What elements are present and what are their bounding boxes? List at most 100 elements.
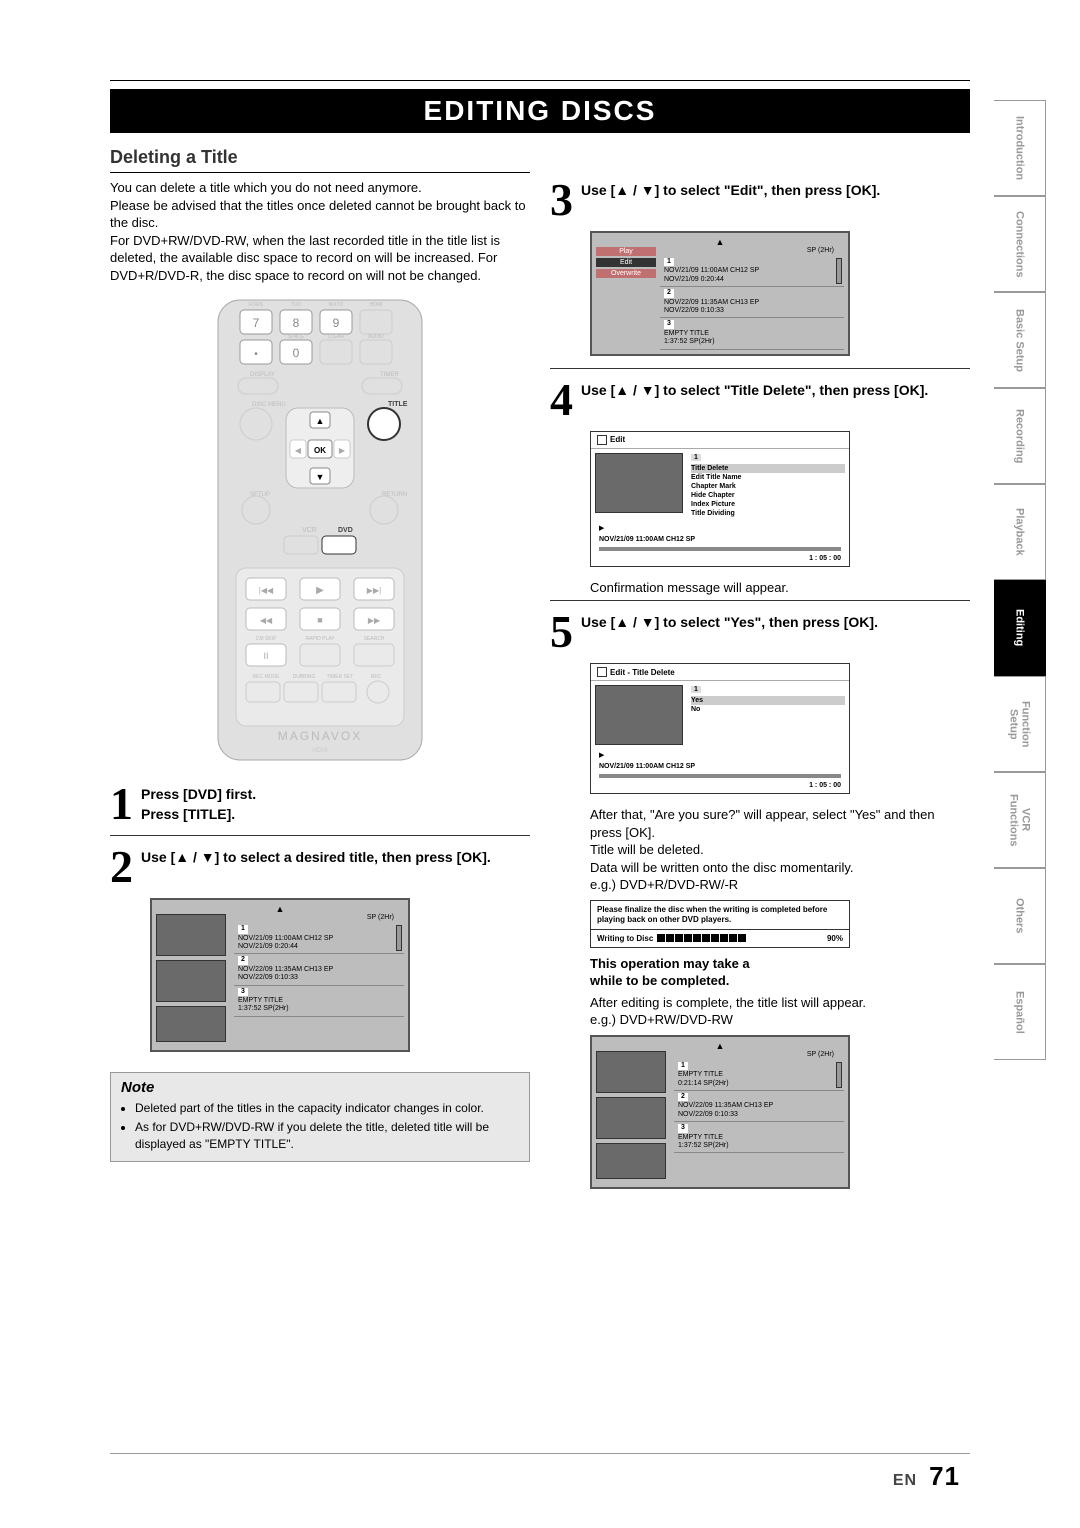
note-box: Note Deleted part of the titles in the c… [110, 1072, 530, 1162]
step-4: 4 Use [▲ / ▼] to select "Title Delete", … [550, 377, 970, 423]
step-3: 3 Use [▲ / ▼] to select "Edit", then pre… [550, 177, 970, 223]
svg-text:TIMER: TIMER [380, 372, 399, 378]
note-item-2: As for DVD+RW/DVD-RW if you delete the t… [135, 1119, 519, 1151]
right-column: 3 Use [▲ / ▼] to select "Edit", then pre… [550, 147, 970, 1201]
svg-text:DVD: DVD [338, 527, 353, 534]
scrollbar-icon [396, 925, 402, 951]
edit-item-name: Edit Title Name [691, 473, 845, 482]
svg-text:REC: REC [371, 674, 382, 680]
del-thumb [595, 685, 683, 745]
svg-text:SPACE: SPACE [288, 334, 305, 340]
edit-menu-screen: Edit 1 Title Delete Edit Title Name Chap… [590, 431, 850, 567]
intro-1: You can delete a title which you do not … [110, 179, 530, 197]
eject-icon: ▲ [156, 904, 404, 914]
page-lang: EN [893, 1472, 917, 1489]
note-item-1: Deleted part of the titles in the capaci… [135, 1100, 519, 1116]
progress-bar [657, 934, 823, 942]
step-num-4: 4 [550, 377, 573, 423]
svg-text:REC MODE: REC MODE [253, 674, 281, 680]
step-num-2: 2 [110, 844, 133, 890]
step-1-main: Press [TITLE]. [141, 806, 235, 822]
edit-item-chapter: Chapter Mark [691, 482, 845, 491]
edit-item-delete: Title Delete [691, 464, 845, 473]
step-5-text: Use [▲ / ▼] to select "Yes", then press … [581, 609, 878, 631]
s5e: After editing is complete, the title lis… [590, 994, 970, 1012]
fthumb-1 [596, 1051, 666, 1093]
content-columns: Deleting a Title You can delete a title … [110, 147, 970, 1201]
side-edit: Edit [596, 258, 656, 267]
step-1-pre: Press [DVD] first. [141, 785, 256, 803]
step-rule-1 [110, 835, 530, 836]
eject-icon-3: ▲ [596, 1041, 844, 1051]
s5f: e.g.) DVD+RW/DVD-RW [590, 1011, 970, 1029]
page-footer: EN 71 [893, 1461, 960, 1492]
svg-text:AUDIO: AUDIO [368, 334, 384, 340]
final-list-screen: ▲ SP (2Hr) 1 EMPTY TITLE 0:21:14 SP(2Hr) [590, 1035, 850, 1189]
step-1-text: Press [DVD] first. Press [TITLE]. [141, 781, 256, 823]
svg-text:CLEAR: CLEAR [328, 334, 345, 340]
section-rule [110, 172, 530, 173]
warn-2: while to be completed. [590, 973, 970, 988]
svg-text:|◀◀: |◀◀ [259, 586, 274, 595]
row3b: 1:37:52 SP(2Hr) [238, 1005, 289, 1012]
step-rule-3 [550, 368, 970, 369]
page-title: EDITING DISCS [110, 89, 970, 133]
svg-text:9: 9 [333, 316, 340, 330]
note-title: Note [121, 1079, 519, 1096]
edit-item-index: Index Picture [691, 500, 845, 509]
del-foot: NOV/21/09 11:00AM CH12 SP [591, 761, 849, 772]
svg-text:TITLE: TITLE [388, 401, 408, 408]
top-rule [110, 80, 970, 81]
tab-introduction: Introduction [994, 100, 1046, 196]
svg-text:VCR: VCR [302, 527, 317, 534]
svg-text:DUBBING: DUBBING [293, 674, 316, 680]
section-title: Deleting a Title [110, 147, 530, 168]
tab-function-setup: Function Setup [994, 676, 1046, 772]
svg-text:MAGNAVOX: MAGNAVOX [278, 729, 362, 743]
confirm-screen: Edit - Title Delete 1 Yes No ▶ NOV/21/09… [590, 663, 850, 794]
edit-item-divide: Title Dividing [691, 509, 845, 518]
svg-text:II: II [263, 651, 268, 661]
s5d: e.g.) DVD+R/DVD-RW/-R [590, 876, 970, 894]
svg-text:HDMI: HDMI [312, 748, 328, 754]
write-msg: Please finalize the disc when the writin… [591, 901, 849, 930]
remote-illustration: 7 8 9 • 0 FORS TUV WXYZ HDMI SPACE CLEAR… [210, 296, 430, 769]
list-head-2: SP (2Hr) [807, 247, 834, 254]
s5c: Data will be written onto the disc momen… [590, 859, 970, 877]
step-num-3: 3 [550, 177, 573, 223]
edit-select-screen: ▲ Play Edit Overwrite SP (2Hr) 1 NOV/21/… [590, 231, 850, 356]
step-num-1: 1 [110, 781, 133, 827]
tab-playback: Playback [994, 484, 1046, 580]
step-3-text: Use [▲ / ▼] to select "Edit", then press… [581, 177, 880, 199]
svg-text:WXYZ: WXYZ [329, 302, 343, 308]
tab-editing: Editing [994, 580, 1046, 676]
side-overwrite: Overwrite [596, 269, 656, 278]
row1b: NOV/21/09 0:20:44 [238, 943, 298, 950]
writing-screen: Please finalize the disc when the writin… [590, 900, 850, 948]
remote-svg: 7 8 9 • 0 FORS TUV WXYZ HDMI SPACE CLEAR… [210, 296, 430, 766]
s5a: After that, "Are you sure?" will appear,… [590, 806, 970, 841]
svg-text:•: • [254, 349, 258, 360]
step-2-text: Use [▲ / ▼] to select a desired title, t… [141, 844, 491, 866]
del-head: Edit - Title Delete [610, 668, 675, 677]
svg-text:TUV: TUV [291, 302, 302, 308]
svg-text:◀: ◀ [295, 446, 302, 455]
tab-vcr-functions: VCR Functions [994, 772, 1046, 868]
write-label: Writing to Disc [597, 934, 653, 943]
step-1: 1 Press [DVD] first. Press [TITLE]. [110, 781, 530, 827]
svg-text:OK: OK [314, 446, 326, 455]
row3a: EMPTY TITLE [238, 997, 283, 1004]
confirm-no: No [691, 705, 845, 714]
tab-others: Others [994, 868, 1046, 964]
tab-basic-setup: Basic Setup [994, 292, 1046, 388]
step-5: 5 Use [▲ / ▼] to select "Yes", then pres… [550, 609, 970, 655]
svg-text:0: 0 [293, 346, 300, 360]
svg-text:▶: ▶ [339, 446, 346, 455]
s5b: Title will be deleted. [590, 841, 970, 859]
edit-thumb [595, 453, 683, 513]
page-number: 71 [929, 1461, 960, 1491]
step-4-text: Use [▲ / ▼] to select "Title Delete", th… [581, 377, 928, 399]
thumb-1 [156, 914, 226, 956]
manual-page: EDITING DISCS Deleting a Title You can d… [0, 0, 1080, 1528]
svg-text:DISPLAY: DISPLAY [250, 372, 275, 378]
